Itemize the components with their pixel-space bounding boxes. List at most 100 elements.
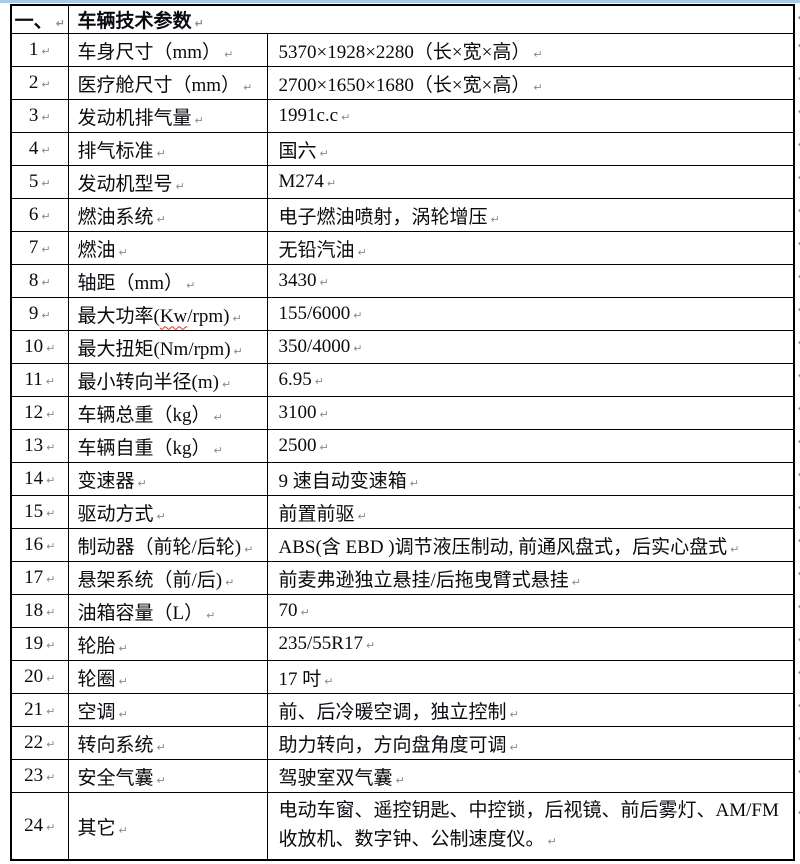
end-of-row-marker-icon: ↵ xyxy=(798,72,800,85)
table-row: 23↵安全气囊↵驾驶室双气囊↵↵ xyxy=(10,759,800,793)
end-of-cell-marker-icon: ↵ xyxy=(194,17,204,30)
end-of-cell-marker-icon: ↵ xyxy=(175,179,185,193)
end-of-cell-marker-icon: ↵ xyxy=(243,80,253,94)
end-of-row-marker-icon: ↵ xyxy=(798,402,800,415)
end-of-cell-marker-icon: ↵ xyxy=(224,47,234,61)
end-of-cell-marker-icon: ↵ xyxy=(533,80,543,94)
end-of-cell-marker-icon: ↵ xyxy=(137,476,147,490)
end-of-cell-marker-icon: ↵ xyxy=(490,212,500,226)
end-of-cell-marker-icon: ↵ xyxy=(357,509,367,523)
row-number-cell: 19 ↵ xyxy=(10,627,69,661)
header-index-cell: 一、 ↵ xyxy=(10,4,69,34)
end-of-cell-marker-icon: ↵ xyxy=(300,606,310,619)
end-of-cell-marker-icon: ↵ xyxy=(46,342,56,355)
row-number-cell: 1 ↵ xyxy=(10,33,69,67)
end-of-row-marker-icon: ↵ xyxy=(798,765,800,778)
table-header-row: 一、↵ 车辆技术参数↵↵ xyxy=(10,4,800,34)
end-of-cell-marker-icon: ↵ xyxy=(118,245,128,259)
end-of-cell-marker-icon: ↵ xyxy=(395,773,405,787)
end-of-row-marker-icon: ↵ xyxy=(798,270,800,283)
end-of-cell-marker-icon: ↵ xyxy=(194,113,204,127)
end-of-cell-marker-icon: ↵ xyxy=(41,45,51,58)
end-of-cell-marker-icon: ↵ xyxy=(353,342,363,355)
param-name-cell: 制动器（前轮/后轮) ↵ xyxy=(67,528,268,562)
param-value-cell: 助力转向，方向盘角度可调↵↵ xyxy=(266,726,800,760)
end-of-cell-marker-icon: ↵ xyxy=(46,738,56,751)
header-title-cell: 车辆技术参数↵↵ xyxy=(67,4,800,34)
end-of-row-marker-icon: ↵ xyxy=(798,105,800,118)
param-name-cell: 最大扭矩(Nm/rpm) ↵ xyxy=(67,330,268,364)
param-name-cell: 燃油系统 ↵ xyxy=(67,198,268,232)
row-number-cell: 5 ↵ xyxy=(10,165,69,199)
table-row: 13↵车辆自重（kg）↵2500↵↵ xyxy=(10,429,800,463)
end-of-cell-marker-icon: ↵ xyxy=(41,144,51,157)
end-of-cell-marker-icon: ↵ xyxy=(156,740,166,754)
end-of-cell-marker-icon: ↵ xyxy=(326,177,337,190)
end-of-row-marker-icon: ↵ xyxy=(798,699,800,712)
param-value-cell: 5370×1928×2280（长×宽×高）↵↵ xyxy=(266,33,800,67)
end-of-cell-marker-icon: ↵ xyxy=(156,212,166,226)
end-of-row-marker-icon: ↵ xyxy=(798,171,800,184)
param-value-cell: 前置前驱↵↵ xyxy=(266,495,800,529)
end-of-cell-marker-icon: ↵ xyxy=(357,245,367,259)
end-of-cell-marker-icon: ↵ xyxy=(45,375,55,388)
end-of-row-marker-icon: ↵ xyxy=(798,534,800,547)
spec-table-body: 1↵车身尺寸（mm）↵5370×1928×2280（长×宽×高）↵↵2↵医疗舱尺… xyxy=(10,33,800,861)
table-row: 2↵医疗舱尺寸（mm）↵2700×1650×1680（长×宽×高）↵↵ xyxy=(10,66,800,100)
row-number-cell: 21 ↵ xyxy=(10,693,69,727)
table-row: 21↵空调↵前、后冷暖空调，独立控制↵↵ xyxy=(10,693,800,727)
end-of-cell-marker-icon: ↵ xyxy=(509,707,519,721)
param-value-cell: 3100↵↵ xyxy=(266,396,800,430)
row-number-cell: 14 ↵ xyxy=(10,462,69,496)
end-of-row-marker-icon: ↵ xyxy=(798,39,800,52)
param-name-cell: 变速器 ↵ xyxy=(67,462,268,496)
end-of-cell-marker-icon: ↵ xyxy=(409,476,419,490)
row-number-cell: 4 ↵ xyxy=(10,132,69,166)
table-row: 15↵驱动方式↵前置前驱↵↵ xyxy=(10,495,800,529)
param-value-cell: 9 速自动变速箱↵↵ xyxy=(266,462,800,496)
param-value-cell: 无铅汽油↵↵ xyxy=(266,231,800,265)
param-name-cell: 轮圈 ↵ xyxy=(67,660,268,694)
param-name-cell: 车身尺寸（mm） ↵ xyxy=(67,33,268,67)
end-of-row-marker-icon: ↵ xyxy=(798,336,800,349)
param-name-cell: 转向系统 ↵ xyxy=(67,726,268,760)
spellcheck-underline: Kw xyxy=(159,305,188,327)
end-of-cell-marker-icon: ↵ xyxy=(118,823,128,837)
table-row: 22↵转向系统↵助力转向，方向盘角度可调↵↵ xyxy=(10,726,800,760)
end-of-cell-marker-icon: ↵ xyxy=(41,210,51,223)
end-of-row-marker-icon: ↵ xyxy=(798,204,800,217)
param-value-cell: 电动车窗、遥控钥匙、中控锁，后视镜、前后雾灯、AM/FM 收放机、数字钟、公制速… xyxy=(266,792,800,861)
row-number-cell: 17 ↵ xyxy=(10,561,69,595)
row-number-cell: 18 ↵ xyxy=(10,594,69,628)
param-name-cell: 轴距（mm） ↵ xyxy=(67,264,268,298)
end-of-cell-marker-icon: ↵ xyxy=(206,608,216,622)
table-row: 14↵变速器↵9 速自动变速箱↵↵ xyxy=(10,462,800,496)
param-value-cell: 前麦弗逊独立悬挂/后拖曳臂式悬挂↵↵ xyxy=(266,561,800,595)
table-row: 6↵燃油系统↵电子燃油喷射，涡轮增压↵↵ xyxy=(10,198,800,232)
end-of-cell-marker-icon: ↵ xyxy=(186,278,196,292)
end-of-cell-marker-icon: ↵ xyxy=(41,309,51,322)
param-value-cell: 155/6000↵↵ xyxy=(266,297,800,331)
param-value-cell: 70↵↵ xyxy=(266,594,800,628)
end-of-row-marker-icon: ↵ xyxy=(798,798,800,827)
table-row: 10↵最大扭矩(Nm/rpm)↵350/4000↵↵ xyxy=(10,330,800,364)
table-row: 24 ↵ 其它 ↵ 电动车窗、遥控钥匙、中控锁，后视镜、前后雾灯、AM/FM 收放机、数… xyxy=(10,792,800,861)
table-row: 8↵轴距（mm）↵3430↵↵ xyxy=(10,264,800,298)
end-of-row-marker-icon: ↵ xyxy=(798,369,800,382)
end-of-row-marker-icon: ↵ xyxy=(798,567,800,580)
param-name-cell: 悬架系统（前/后) ↵ xyxy=(67,561,268,595)
end-of-cell-marker-icon: ↵ xyxy=(118,641,128,655)
end-of-cell-marker-icon: ↵ xyxy=(730,542,740,556)
table-row: 20↵轮圈↵17 吋↵↵ xyxy=(10,660,800,694)
end-of-cell-marker-icon: ↵ xyxy=(213,410,223,424)
end-of-cell-marker-icon: ↵ xyxy=(55,17,65,30)
header-index-label: 一、 xyxy=(14,11,53,32)
end-of-row-marker-icon: ↵ xyxy=(798,237,800,250)
end-of-row-marker-icon: ↵ xyxy=(798,633,800,646)
top-edge-strip xyxy=(0,0,800,3)
end-of-cell-marker-icon: ↵ xyxy=(353,309,363,322)
end-of-cell-marker-icon: ↵ xyxy=(46,606,56,619)
param-name-cell: 最大功率(Kw/rpm) ↵ xyxy=(67,297,268,331)
param-name-cell: 空调 ↵ xyxy=(67,693,268,727)
